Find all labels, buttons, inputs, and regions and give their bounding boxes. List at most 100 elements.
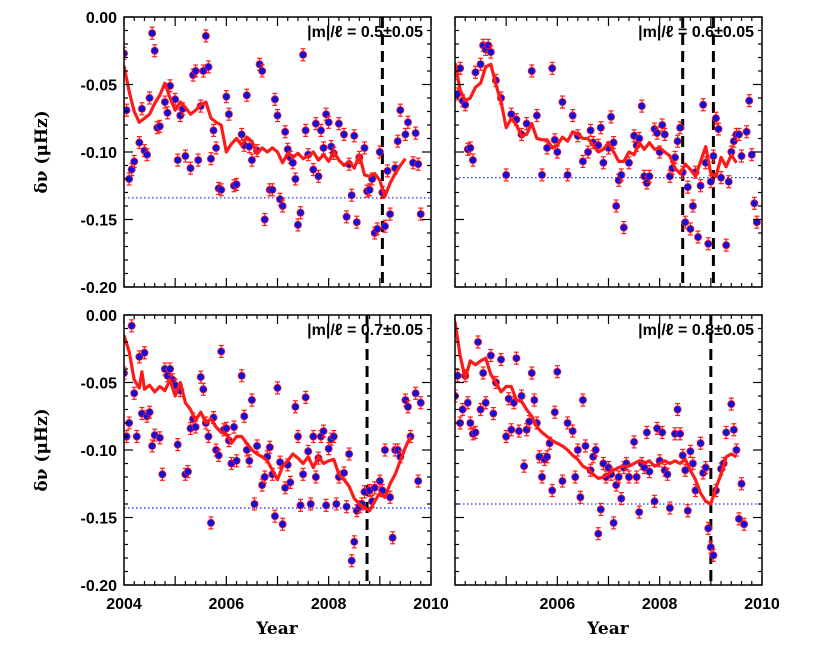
data-point xyxy=(617,492,626,506)
data-marker xyxy=(479,369,488,378)
data-point xyxy=(360,141,369,155)
data-point xyxy=(476,57,485,71)
y-tick-label: 0.00 xyxy=(86,308,117,325)
data-marker xyxy=(191,67,200,76)
data-point xyxy=(578,393,587,407)
data-marker xyxy=(502,432,511,441)
data-marker xyxy=(373,224,382,233)
data-marker xyxy=(578,396,587,405)
data-marker xyxy=(729,137,738,146)
data-point xyxy=(393,134,402,148)
data-point xyxy=(332,497,341,511)
data-marker xyxy=(352,218,361,227)
data-point xyxy=(576,490,585,504)
data-marker xyxy=(653,424,662,433)
data-point xyxy=(514,424,523,438)
data-marker xyxy=(617,494,626,503)
data-marker xyxy=(186,164,195,173)
data-point xyxy=(278,199,287,213)
data-marker xyxy=(729,425,738,434)
data-point xyxy=(548,483,557,498)
data-point xyxy=(253,439,262,453)
data-point xyxy=(342,500,351,514)
data-marker xyxy=(163,371,172,380)
data-marker xyxy=(732,445,741,454)
data-point xyxy=(140,346,149,360)
data-point xyxy=(260,470,269,484)
data-point xyxy=(612,199,621,213)
plot-area xyxy=(455,315,762,585)
data-point xyxy=(319,424,328,438)
data-marker xyxy=(411,129,420,138)
x-tick-label: 2008 xyxy=(311,596,347,613)
data-marker xyxy=(466,143,475,152)
data-point xyxy=(411,386,420,400)
data-point xyxy=(217,344,226,359)
data-point xyxy=(632,470,641,484)
data-point xyxy=(581,439,590,453)
data-point xyxy=(502,429,511,444)
data-point xyxy=(232,177,241,191)
data-point xyxy=(688,199,697,213)
data-marker xyxy=(571,472,580,481)
data-marker xyxy=(396,106,405,115)
panel-label: |m|/ℓ = 0.7±0.05 xyxy=(307,322,423,339)
data-point xyxy=(599,156,608,170)
data-marker xyxy=(299,470,308,479)
data-marker xyxy=(745,96,754,105)
data-point xyxy=(543,450,552,464)
data-point xyxy=(737,149,746,163)
data-point xyxy=(466,416,475,430)
y-tick-label: -0.20 xyxy=(81,280,118,297)
data-marker xyxy=(507,425,516,434)
data-point xyxy=(699,98,708,112)
data-point xyxy=(401,127,410,142)
data-marker xyxy=(724,177,733,186)
data-point xyxy=(268,183,277,197)
data-marker xyxy=(722,241,731,250)
plot-area xyxy=(124,315,431,585)
data-point xyxy=(658,118,667,132)
smooth-line xyxy=(124,334,412,513)
data-marker xyxy=(247,156,256,165)
data-marker xyxy=(176,111,185,120)
data-marker xyxy=(278,520,287,529)
data-marker xyxy=(752,218,761,227)
data-point xyxy=(507,423,516,437)
data-marker xyxy=(416,398,425,407)
data-marker xyxy=(253,441,262,450)
data-marker xyxy=(217,347,226,356)
x-tick-label: 2006 xyxy=(540,596,576,613)
data-marker xyxy=(683,506,692,515)
data-marker xyxy=(563,170,572,179)
data-point xyxy=(222,90,231,104)
data-marker xyxy=(309,165,318,174)
data-point xyxy=(199,64,208,78)
data-marker xyxy=(240,412,249,421)
data-marker xyxy=(474,337,483,346)
data-marker xyxy=(694,233,703,242)
data-point xyxy=(614,470,623,484)
data-marker xyxy=(260,472,269,481)
data-point xyxy=(383,164,392,178)
data-point xyxy=(345,447,354,461)
data-marker xyxy=(558,98,567,107)
data-point xyxy=(242,88,251,102)
data-point xyxy=(678,448,687,462)
panel-label: |m|/ℓ = 0.5±0.05 xyxy=(307,24,423,41)
data-point xyxy=(143,148,152,162)
data-point xyxy=(701,460,710,475)
data-point xyxy=(504,392,513,406)
data-point xyxy=(214,448,223,462)
data-point xyxy=(416,396,425,410)
data-point xyxy=(309,162,318,177)
data-marker xyxy=(617,170,626,179)
data-point xyxy=(481,396,490,410)
data-point xyxy=(732,443,741,457)
data-marker xyxy=(607,112,616,121)
data-marker xyxy=(665,504,674,513)
data-marker xyxy=(347,191,356,200)
data-marker xyxy=(403,402,412,411)
data-point xyxy=(276,192,285,206)
data-marker xyxy=(247,396,256,405)
